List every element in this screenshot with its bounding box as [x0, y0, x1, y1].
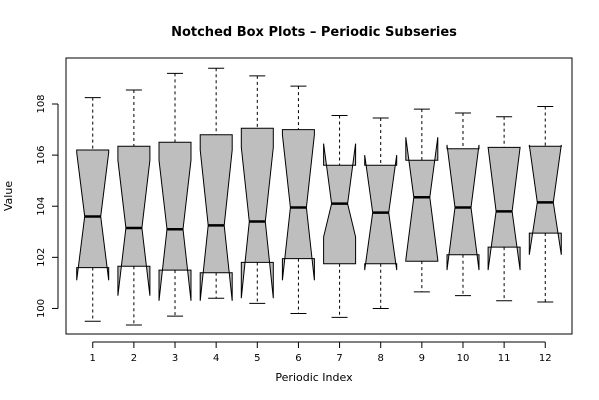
x-tick-label: 7 [336, 353, 342, 364]
box-7 [323, 115, 357, 318]
plot-frame [65, 57, 573, 335]
box-body [76, 149, 110, 281]
box-body [117, 145, 151, 296]
box-11 [487, 116, 521, 302]
box-6 [281, 85, 315, 315]
x-tick-label: 11 [498, 353, 511, 364]
x-axis-label: Periodic Index [275, 371, 353, 384]
box-body [158, 141, 192, 301]
box-2 [117, 89, 151, 326]
x-tick-label: 5 [254, 353, 260, 364]
box-body [199, 134, 233, 301]
y-tick-label: 106 [36, 146, 47, 165]
x-tick-label: 6 [295, 353, 301, 364]
x-tick-label: 1 [90, 353, 96, 364]
y-tick-label: 104 [36, 197, 47, 216]
box-9 [405, 108, 439, 293]
x-tick-label: 9 [419, 353, 425, 364]
box-body [405, 137, 439, 262]
y-tick-label: 100 [36, 299, 47, 318]
box-5 [240, 75, 274, 304]
y-tick-label: 102 [36, 248, 47, 267]
box-3 [158, 72, 192, 317]
x-axis: 1 2 3 4 5 6 7 8 9 10 11 12 [90, 341, 552, 364]
x-tick-label: 3 [172, 353, 178, 364]
x-tick-label: 10 [457, 353, 470, 364]
box-body [487, 146, 521, 271]
chart-title: Notched Box Plots – Periodic Subseries [171, 25, 457, 40]
boxes-group [76, 67, 562, 326]
y-axis-label: Value [2, 181, 15, 211]
box-4 [199, 67, 233, 301]
x-tick-label: 8 [378, 353, 384, 364]
y-tick-label: 108 [36, 94, 47, 113]
box-8 [364, 117, 398, 309]
box-body [281, 129, 315, 281]
y-axis: 100 102 104 106 108 [36, 94, 59, 318]
box-body [528, 144, 562, 255]
box-body [240, 127, 274, 299]
x-tick-label: 2 [131, 353, 137, 364]
x-tick-label: 4 [213, 353, 219, 364]
x-tick-label: 12 [539, 353, 552, 364]
box-10 [446, 112, 480, 297]
box-1 [76, 97, 110, 322]
box-12 [528, 106, 562, 303]
